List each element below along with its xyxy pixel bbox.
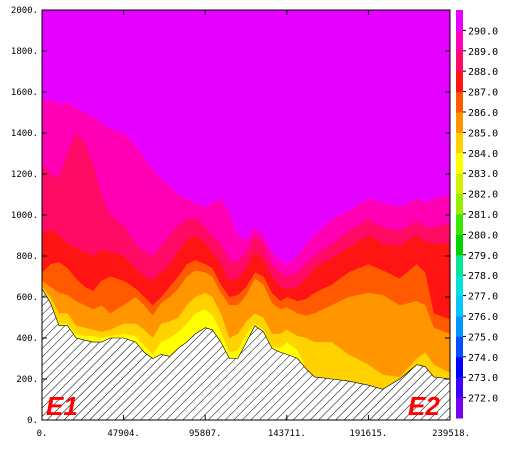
- colorbar-swatch: [456, 112, 463, 133]
- y-tick-label: 400.: [16, 334, 38, 344]
- colorbar-swatch: [456, 193, 463, 215]
- colorbar-label: 274.0: [468, 353, 498, 364]
- colorbar-swatch: [456, 132, 463, 154]
- colorbar-swatch: [456, 397, 463, 419]
- end-label-right: E2: [408, 391, 440, 421]
- y-tick-label: 200.: [16, 375, 38, 385]
- colorbar-label: 289.0: [468, 47, 498, 58]
- colorbar-swatch: [456, 10, 463, 31]
- x-tick-label: 191615.: [349, 429, 387, 439]
- colorbar-swatch: [456, 356, 463, 378]
- colorbar-label: 288.0: [468, 67, 498, 78]
- y-tick-label: 800.: [16, 252, 38, 262]
- colorbar-swatch: [456, 50, 463, 72]
- x-tick-label: 143711.: [268, 429, 306, 439]
- y-tick-label: 600.: [16, 293, 38, 303]
- colorbar-swatch: [456, 71, 463, 93]
- colorbar-label: 277.0: [468, 292, 498, 303]
- colorbar-swatch: [456, 234, 463, 256]
- colorbar-swatch: [456, 275, 463, 297]
- end-label-left: E1: [46, 391, 78, 421]
- plot-area: [42, 10, 450, 420]
- x-tick-label: 95807.: [189, 429, 222, 439]
- terrain-hatch: [42, 288, 450, 420]
- y-tick-label: 0.: [27, 416, 38, 426]
- y-tick-label: 1400.: [11, 129, 38, 139]
- y-tick-label: 1800.: [11, 47, 38, 57]
- y-tick-label: 1200.: [11, 170, 38, 180]
- colorbar-swatch: [456, 214, 463, 235]
- y-tick-label: 1000.: [11, 211, 38, 221]
- y-tick-label: 2000.: [11, 6, 38, 16]
- colorbar-label: 272.0: [468, 394, 498, 405]
- x-tick-label: 239518.: [432, 429, 470, 439]
- colorbar-label: 273.0: [468, 373, 498, 384]
- colorbar-swatch: [456, 91, 463, 113]
- colorbar-swatch: [456, 152, 463, 174]
- colorbar-label: 287.0: [468, 88, 498, 99]
- colorbar-label: 278.0: [468, 271, 498, 282]
- colorbar-swatch: [456, 316, 463, 337]
- colorbar-label: 281.0: [468, 210, 498, 221]
- colorbar-label: 283.0: [468, 169, 498, 180]
- colorbar: 272.0 273.0 274.0 275.0 276.0 277.0 278.0 279.0…: [456, 10, 498, 419]
- colorbar-swatch: [456, 377, 463, 399]
- colorbar-swatch: [456, 254, 463, 276]
- colorbar-swatch: [456, 336, 463, 358]
- colorbar-swatch: [456, 295, 463, 317]
- x-tick-label: 47904.: [107, 429, 140, 439]
- x-tick-label: 0.: [37, 429, 48, 439]
- colorbar-label: 290.0: [468, 26, 498, 37]
- colorbar-label: 286.0: [468, 108, 498, 119]
- y-tick-label: 1600.: [11, 88, 38, 98]
- colorbar-label: 279.0: [468, 251, 498, 262]
- colorbar-label: 275.0: [468, 332, 498, 343]
- colorbar-label: 276.0: [468, 312, 498, 323]
- colorbar-label: 285.0: [468, 128, 498, 139]
- colorbar-label: 284.0: [468, 149, 498, 160]
- colorbar-swatch: [456, 173, 463, 195]
- colorbar-swatch: [456, 30, 463, 52]
- colorbar-label: 282.0: [468, 190, 498, 201]
- axes: 0. 200. 400. 600. 800. 1000. 1200. 1400. 1600. 18…: [11, 6, 470, 439]
- colorbar-label: 280.0: [468, 230, 498, 241]
